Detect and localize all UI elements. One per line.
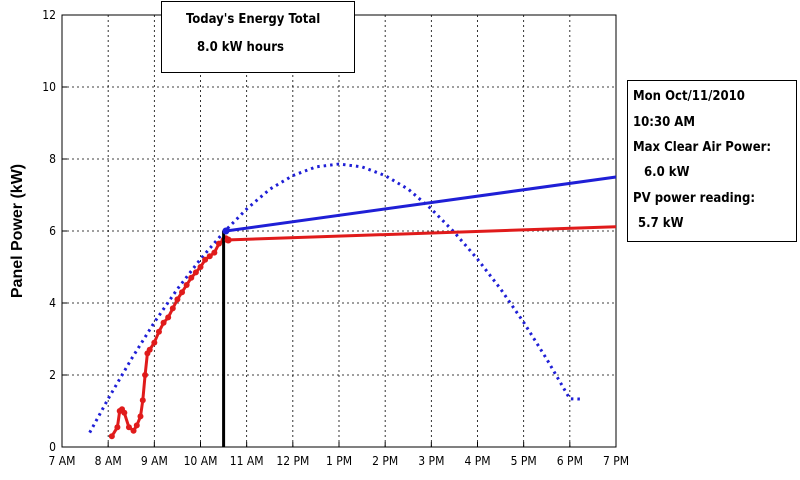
data-point <box>174 296 181 303</box>
data-point <box>142 372 149 378</box>
data-point <box>139 397 146 404</box>
series-line-3 <box>225 225 617 242</box>
x-axis: 7 AM 8 AM 9 AM 10 AM 11 AM 12 PM 1 PM 2 PM 3 PM 4… <box>49 442 629 468</box>
reading-info-box: Mon Oct/11/2010 10:30 AM Max Clear Air P… <box>627 80 797 242</box>
data-point <box>130 427 137 434</box>
pv-point-marker <box>224 236 232 244</box>
series-line-0 <box>88 162 584 434</box>
info-max-label: Max Clear Air Power: <box>633 140 772 155</box>
y-tick-label: 12 <box>42 8 56 22</box>
data-point <box>165 314 172 321</box>
data-point <box>169 305 176 312</box>
x-tick-label: 2 PM <box>372 454 398 468</box>
data-point <box>160 319 167 326</box>
data-point <box>108 433 115 440</box>
x-tick-label: 11 AM <box>230 454 264 468</box>
y-tick-label: 10 <box>42 80 56 94</box>
data-point <box>151 339 158 346</box>
data-point <box>114 424 121 431</box>
x-tick-label: 12 PM <box>276 454 309 468</box>
x-tick-label: 1 PM <box>326 454 352 468</box>
y-tick-label: 2 <box>49 368 56 382</box>
info-date: Mon Oct/11/2010 <box>633 89 745 104</box>
data-point <box>188 274 195 281</box>
max-point-marker <box>222 227 230 235</box>
x-tick-label: 10 AM <box>184 454 218 468</box>
series-line-1 <box>110 236 230 437</box>
y-tick-label: 0 <box>49 440 56 454</box>
data-point <box>183 282 190 288</box>
x-tick-label: 9 AM <box>141 454 168 468</box>
data-point <box>192 269 199 276</box>
data-point <box>146 346 153 353</box>
data-point <box>202 256 209 263</box>
data-point <box>125 424 132 431</box>
data-point <box>137 413 144 420</box>
y-tick-label: 4 <box>49 296 56 310</box>
series-group <box>88 162 617 447</box>
y-axis-label: Panel Power (kW) <box>9 164 26 298</box>
y-tick-label: 6 <box>49 224 56 238</box>
data-point <box>133 422 140 429</box>
info-time: 10:30 AM <box>633 115 695 130</box>
data-point <box>211 249 218 256</box>
x-tick-label: 5 PM <box>511 454 537 468</box>
series-line-2 <box>225 175 617 233</box>
info-pv-label: PV power reading: <box>633 191 756 206</box>
info-max-value: 6.0 kW <box>644 165 690 180</box>
x-tick-label: 3 PM <box>418 454 444 468</box>
y-tick-label: 8 <box>49 152 56 166</box>
x-tick-label: 4 PM <box>464 454 490 468</box>
x-tick-label: 7 PM <box>603 454 629 468</box>
data-point <box>197 264 204 270</box>
data-point <box>215 240 222 247</box>
y-axis: 0 2 4 6 8 10 12 <box>42 8 67 454</box>
energy-total-title: Today's Energy Total <box>186 12 321 27</box>
x-tick-label: 8 AM <box>95 454 122 468</box>
data-point <box>121 409 128 416</box>
x-tick-label: 6 PM <box>557 454 583 468</box>
data-point <box>206 253 213 260</box>
data-point <box>155 328 162 335</box>
x-tick-label: 7 AM <box>49 454 76 468</box>
info-pv-value: 5.7 kW <box>638 216 684 231</box>
energy-total-value: 8.0 kW hours <box>197 40 284 55</box>
energy-total-box: Today's Energy Total 8.0 kW hours <box>161 1 355 73</box>
data-point <box>179 289 186 296</box>
